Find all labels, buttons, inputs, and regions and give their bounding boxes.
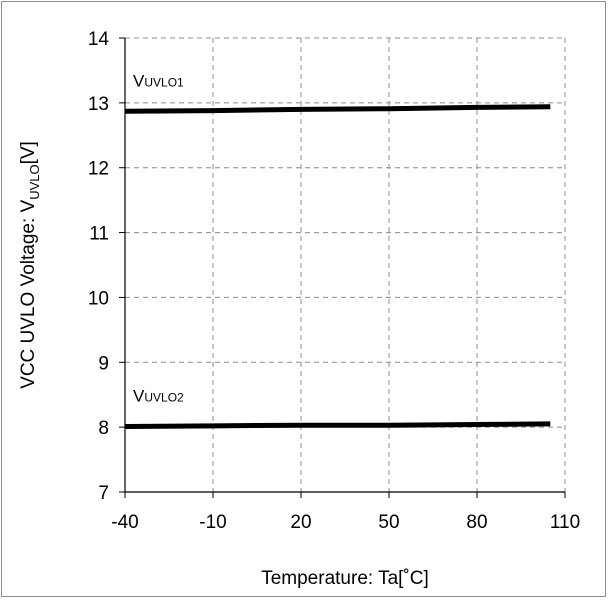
- y-tick-label: 7: [98, 483, 109, 504]
- y-tick-label: 12: [88, 159, 109, 180]
- y-tick-label: 10: [88, 288, 109, 309]
- x-tick-label: 20: [290, 512, 311, 533]
- y-axis-label: VCC UVLO Voltage: VUVLO[V]: [18, 141, 42, 389]
- x-tick-label: 50: [378, 512, 399, 533]
- y-tick-label: 11: [89, 224, 109, 245]
- series-label-main: V: [133, 386, 145, 405]
- series-label-uvlo2: VUVLO2: [133, 386, 184, 405]
- y-tick-label: 13: [88, 94, 109, 115]
- gridlines: [125, 37, 566, 492]
- series-label-main: V: [133, 71, 145, 90]
- y-tick-label: 8: [98, 418, 109, 439]
- y-axis-label-main: VCC UVLO Voltage: V: [18, 199, 39, 388]
- y-axis-label-subscript: UVLO: [27, 164, 42, 199]
- tick-labels: 7 8 9 10 11 12 13 14 -40 -10 20 50 80 110: [88, 29, 580, 533]
- series-line-uvlo2: [124, 421, 551, 429]
- x-tick-label: -10: [199, 512, 226, 533]
- series-label-subscript: UVLO2: [144, 390, 184, 404]
- x-tick-label: 80: [466, 512, 487, 533]
- x-tick-label: 110: [550, 512, 580, 533]
- series-line-uvlo1: [124, 104, 551, 114]
- axes: [119, 37, 566, 498]
- x-axis-label: Temperature: Ta[˚C]: [261, 568, 429, 589]
- y-axis-label-unit: [V]: [18, 141, 39, 164]
- y-tick-label: 14: [88, 29, 110, 50]
- series-label-subscript: UVLO1: [144, 75, 184, 89]
- series-label-uvlo1: VUVLO1: [133, 71, 184, 90]
- y-tick-label: 9: [98, 353, 109, 374]
- x-tick-label: -40: [111, 512, 138, 533]
- axis-titles: Temperature: Ta[˚C] VCC UVLO Voltage: VU…: [18, 141, 429, 589]
